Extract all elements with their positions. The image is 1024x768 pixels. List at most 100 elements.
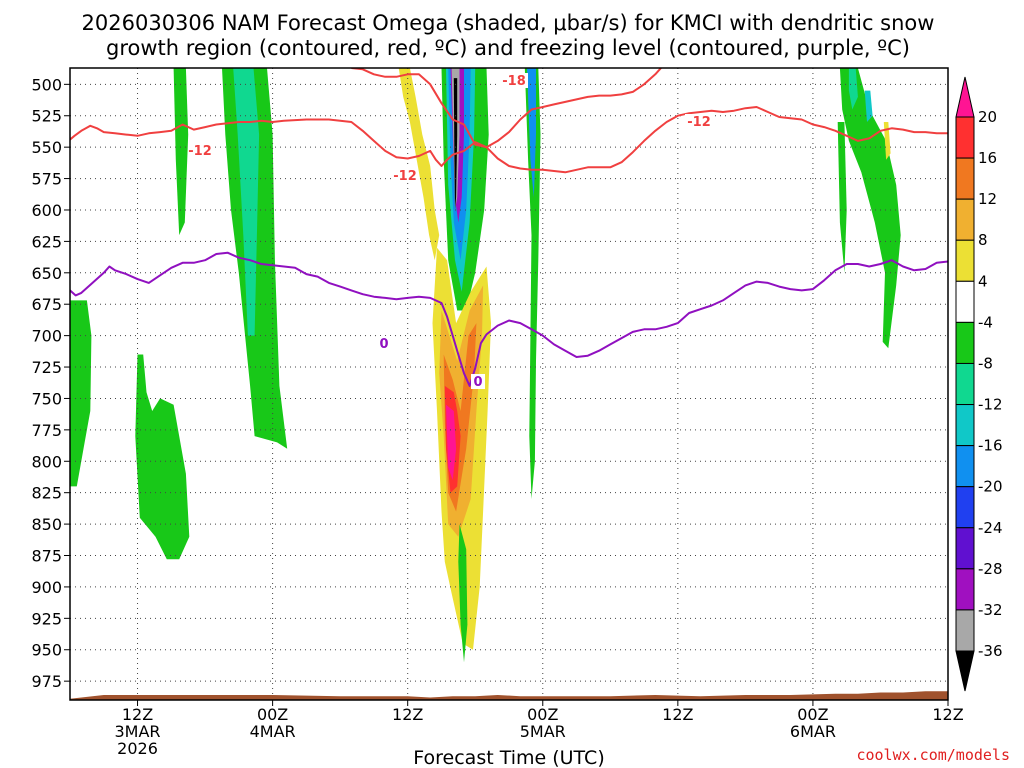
- omega-region-20: [458, 524, 468, 663]
- terrain-layer: [70, 691, 948, 700]
- colorbar-label-12: -32: [978, 601, 1003, 619]
- omega-region-4: [135, 354, 190, 560]
- colorbar-swatch-0: [955, 116, 975, 159]
- colorbar-swatch-8: [955, 445, 975, 488]
- colorbar-label-1: 16: [978, 149, 997, 167]
- colorbar-label-10: -24: [978, 519, 1003, 537]
- plot-frame: [69, 67, 949, 701]
- colorbar-label-4: 4: [978, 272, 988, 290]
- y-tick-label-9: 725: [31, 358, 62, 377]
- contour-line-2: [70, 251, 948, 387]
- colorbar-swatch-4: [955, 280, 975, 323]
- omega-region-23: [848, 68, 858, 110]
- chart-title-line-2: growth region (contoured, red, ºC) and f…: [106, 36, 910, 60]
- contour-label-minus-18: -18: [502, 74, 526, 89]
- omega-region-3: [70, 300, 92, 487]
- omega-region-24: [864, 90, 873, 122]
- omega-region-0: [173, 68, 189, 236]
- y-tick-label-6: 650: [31, 264, 62, 283]
- colorbar-swatch-3: [955, 239, 975, 282]
- contour-layer: [70, 68, 948, 387]
- y-tick-label-12: 800: [31, 452, 62, 471]
- contour-label-minus-12-b: -12: [393, 169, 417, 184]
- y-tick-label-13: 825: [31, 484, 62, 503]
- contour-label-zero-b: 0: [473, 375, 482, 390]
- terrain-fill: [70, 691, 948, 700]
- colorbar-swatch-1: [955, 157, 975, 200]
- contour-label-minus-12-a: -12: [188, 144, 212, 159]
- colorbar-label-5: -4: [978, 313, 993, 331]
- y-tick-label-0: 500: [31, 75, 62, 94]
- colorbar-label-13: -36: [978, 642, 1003, 660]
- y-axis: 500 525 550 575 600 625 650 675 700 725 750 775 800 8…: [31, 75, 70, 691]
- x-tick-label-3-0: 00Z: [527, 705, 558, 724]
- y-tick-label-1: 525: [31, 107, 62, 126]
- colorbar-swatch-11: [955, 568, 975, 611]
- colorbar-swatch-12: [955, 609, 975, 652]
- omega-region-5: [398, 68, 440, 261]
- x-tick-label-3-1: 5MAR: [520, 722, 566, 741]
- colorbar-label-7: -12: [978, 396, 1003, 414]
- colorbar-label-6: -8: [978, 354, 993, 372]
- x-tick-label-4-0: 12Z: [662, 705, 693, 724]
- y-tick-label-18: 950: [31, 641, 62, 660]
- y-tick-label-19: 975: [31, 672, 62, 691]
- omega-region-25: [883, 122, 891, 160]
- y-tick-label-3: 575: [31, 170, 62, 189]
- x-tick-label-0-0: 12Z: [122, 705, 153, 724]
- x-tick-label-5-0: 00Z: [797, 705, 828, 724]
- colorbar-legend: 20 16 12 8 4 -4 -8 -12 -16 -20 -24 -28 -32 -36: [955, 76, 1003, 692]
- x-tick-label-2-0: 12Z: [392, 705, 423, 724]
- omega-shading-layer: [70, 68, 901, 663]
- y-tick-label-11: 775: [31, 421, 62, 440]
- x-axis-label: Forecast Time (UTC): [413, 747, 604, 768]
- contour-label-zero-a: 0: [379, 337, 388, 352]
- contour-labels: -12 -12 -12 -18 0 0: [188, 73, 713, 390]
- colorbar-swatch-2: [955, 198, 975, 241]
- colorbar-bottom-arrow: [955, 650, 975, 692]
- colorbar-swatch-9: [955, 486, 975, 529]
- colorbar-swatch-10: [955, 527, 975, 570]
- contour-label-minus-12-c: -12: [687, 115, 711, 130]
- y-tick-label-17: 925: [31, 609, 62, 628]
- contour-line-0: [70, 106, 948, 174]
- y-tick-label-4: 600: [31, 201, 62, 220]
- y-tick-label-8: 700: [31, 327, 62, 346]
- y-tick-label-14: 850: [31, 515, 62, 534]
- omega-region-13: [524, 68, 541, 499]
- y-tick-label-2: 550: [31, 138, 62, 157]
- y-tick-label-16: 900: [31, 578, 62, 597]
- colorbar-label-11: -28: [978, 560, 1003, 578]
- colorbar-label-8: -16: [978, 437, 1003, 455]
- x-tick-label-5-1: 6MAR: [790, 722, 836, 741]
- colorbar-label-3: 8: [978, 231, 988, 249]
- omega-region-1: [222, 68, 292, 468]
- credit-text: coolwx.com/models: [856, 746, 1010, 764]
- chart-title-line-1: 2026030306 NAM Forecast Omega (shaded, μ…: [82, 11, 935, 35]
- x-tick-label-0-1: 3MAR: [115, 722, 161, 741]
- plot-area: [70, 68, 948, 700]
- omega-region-2: [233, 68, 260, 336]
- omega-region-21: [839, 68, 901, 349]
- colorbar-label-9: -20: [978, 478, 1003, 496]
- x-tick-label-1-0: 00Z: [257, 705, 288, 724]
- x-tick-label-0-2: 2026: [117, 739, 158, 758]
- y-tick-label-5: 625: [31, 232, 62, 251]
- omega-region-19: [446, 404, 457, 481]
- omega-region-12: [453, 78, 458, 210]
- colorbar-swatch-5: [955, 321, 975, 364]
- y-tick-label-10: 750: [31, 389, 62, 408]
- x-tick-label-1-1: 4MAR: [250, 722, 296, 741]
- colorbar-label-0: 20: [978, 108, 997, 126]
- contour-line-1: [351, 68, 662, 149]
- omega-region-14: [527, 68, 536, 198]
- x-tick-label-6-0: 12Z: [932, 705, 963, 724]
- colorbar-label-2: 12: [978, 190, 997, 208]
- y-tick-label-7: 675: [31, 295, 62, 314]
- y-tick-label-15: 875: [31, 547, 62, 566]
- omega-region-22: [837, 122, 847, 273]
- colorbar-swatch-6: [955, 362, 975, 406]
- colorbar-swatch-7: [955, 404, 975, 447]
